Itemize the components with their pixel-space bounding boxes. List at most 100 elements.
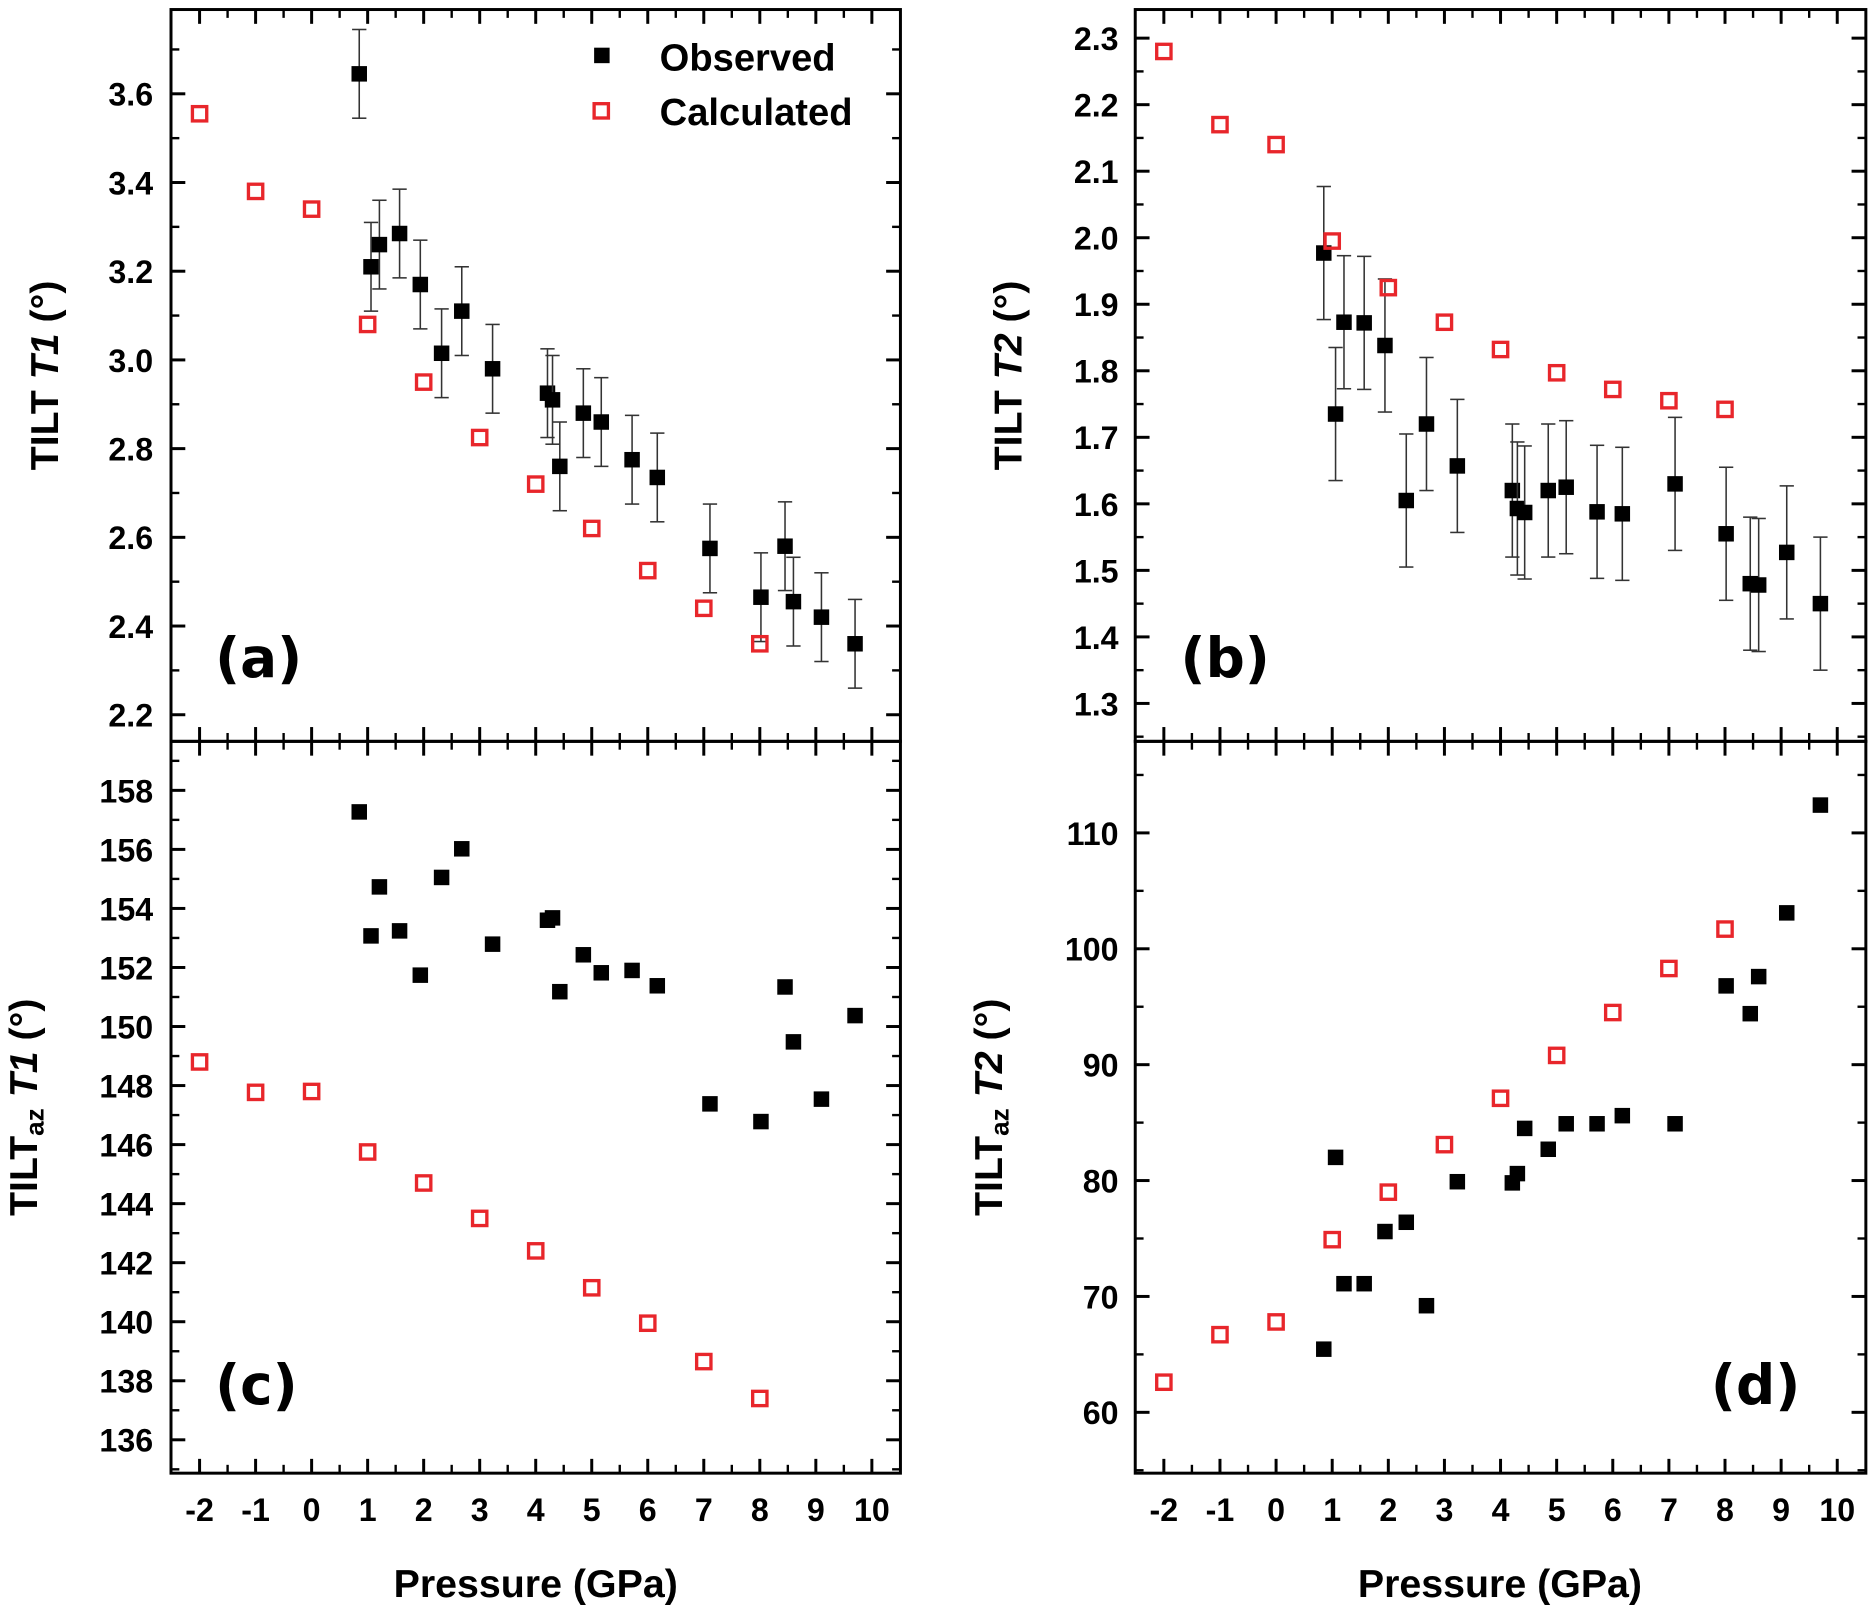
y-tick-label: 154 <box>99 891 153 927</box>
data-point-calculated <box>470 1209 489 1228</box>
panel-c: -2 -1 0 1 2 3 4 5 6 7 8 9 10 136 138 140 142 144 146 148 150… <box>2 739 902 1528</box>
y-title-prefix: TILT <box>987 379 1031 470</box>
data-point-observed <box>649 469 666 486</box>
x-tick-label: -1 <box>1206 1492 1235 1528</box>
y-tick-label: 138 <box>99 1364 153 1400</box>
y-title-prefix: TILT <box>2 1136 46 1216</box>
data-point-calculated <box>1267 135 1285 154</box>
data-point-observed <box>412 967 429 983</box>
series-observed <box>351 804 863 1130</box>
data-point-observed <box>433 869 450 886</box>
data-point-calculated <box>1716 400 1734 419</box>
data-point-calculated <box>1267 1313 1285 1331</box>
y-tick-label: 1.3 <box>1074 686 1119 722</box>
y-title-prefix: TILT <box>968 1136 1012 1216</box>
data-point-calculated <box>582 519 601 538</box>
data-point-observed <box>1667 476 1683 492</box>
data-point-observed <box>1667 1116 1683 1132</box>
y-title-unit: (°) <box>987 281 1031 334</box>
x-tick-label: 4 <box>1492 1492 1510 1528</box>
data-point-observed <box>1540 482 1556 499</box>
data-point-calculated <box>1491 340 1510 359</box>
data-point-observed <box>1356 1275 1372 1292</box>
data-point-calculated <box>1155 1373 1173 1392</box>
y-axis-title: TILT T1 (°) <box>24 281 68 471</box>
data-point-observed <box>1589 504 1605 520</box>
data-point-calculated <box>1379 1183 1398 1201</box>
x-tick-label: 6 <box>639 1492 657 1528</box>
data-point-observed <box>484 936 501 952</box>
data-point-calculated <box>1211 115 1229 134</box>
data-point-observed <box>1742 1005 1759 1022</box>
data-point-observed <box>544 910 561 926</box>
y-tick-label: 2.1 <box>1074 154 1119 190</box>
y-title-unit: (°) <box>968 999 1012 1052</box>
x-tick-label: 8 <box>1716 1492 1734 1528</box>
legend-label-observed: Observed <box>660 36 836 79</box>
data-point-observed <box>702 540 718 557</box>
y-tick-label: 150 <box>99 1009 153 1045</box>
data-point-calculated <box>190 1053 209 1071</box>
y-title-variable: T1 <box>2 1051 46 1108</box>
y-tick-label: 70 <box>1083 1279 1119 1315</box>
data-point-observed <box>1327 1149 1344 1166</box>
data-point-observed <box>1812 797 1829 813</box>
y-tick-label: 2.8 <box>108 432 153 468</box>
series-observed <box>1316 797 1829 1357</box>
x-tick-label: 8 <box>751 1492 769 1528</box>
y-tick-label: 2.2 <box>108 698 153 734</box>
data-point-observed <box>552 983 568 1000</box>
data-point-calculated <box>1660 959 1678 978</box>
y-tick-label: 156 <box>99 832 153 868</box>
data-point-observed <box>1336 314 1352 330</box>
x-tick-label: 10 <box>854 1492 890 1528</box>
series-calculated <box>1155 42 1734 419</box>
data-point-observed <box>1418 1297 1435 1314</box>
data-point-observed <box>1509 1165 1526 1182</box>
y-title-prefix: TILT <box>24 379 68 470</box>
data-point-calculated <box>750 1389 769 1408</box>
data-point-calculated <box>470 428 489 447</box>
data-point-observed <box>575 947 592 963</box>
data-point-calculated <box>1547 363 1566 382</box>
y-tick-label: 3.4 <box>108 165 153 201</box>
y-axis-title: TILTaz T2 (°) <box>968 999 1015 1216</box>
data-point-observed <box>593 965 610 981</box>
data-point-observed <box>1778 905 1795 921</box>
y-tick-label: 110 <box>1067 816 1119 852</box>
y-title-unit: (°) <box>24 281 68 334</box>
series-calculated <box>190 104 769 653</box>
panel-letter: (d) <box>1711 1353 1800 1417</box>
data-point-observed <box>371 879 388 895</box>
data-point-calculated <box>1660 391 1678 410</box>
data-point-observed <box>1614 506 1631 522</box>
data-point-observed <box>813 609 830 625</box>
y-tick-label: 1.8 <box>1074 354 1119 390</box>
y-tick-label: 1.5 <box>1074 553 1119 589</box>
series-calculated <box>190 1053 769 1408</box>
y-axis-title: TILT T2 (°) <box>987 281 1031 471</box>
data-point-observed <box>624 962 640 979</box>
data-point-calculated <box>190 104 209 123</box>
data-point-calculated <box>1323 1230 1342 1249</box>
data-point-calculated <box>1155 42 1173 61</box>
data-point-observed <box>1504 482 1521 499</box>
data-point-observed <box>785 1034 802 1050</box>
data-point-observed <box>1516 1120 1533 1137</box>
data-point-observed <box>552 458 568 475</box>
x-tick-label: -2 <box>185 1492 214 1528</box>
x-tick-label: 7 <box>1660 1492 1678 1528</box>
legend: Observed Calculated <box>592 36 852 134</box>
data-point-observed <box>1778 544 1795 561</box>
x-tick-label: 1 <box>359 1492 377 1528</box>
data-point-observed <box>1750 577 1767 593</box>
data-point-calculated <box>1716 920 1734 938</box>
data-point-observed <box>1558 1116 1574 1132</box>
y-tick-label: 80 <box>1083 1163 1119 1199</box>
data-point-calculated <box>526 475 545 493</box>
data-point-observed <box>412 276 429 293</box>
data-point-calculated <box>694 599 713 618</box>
data-point-calculated <box>638 1314 657 1333</box>
series-calculated <box>1155 920 1734 1392</box>
